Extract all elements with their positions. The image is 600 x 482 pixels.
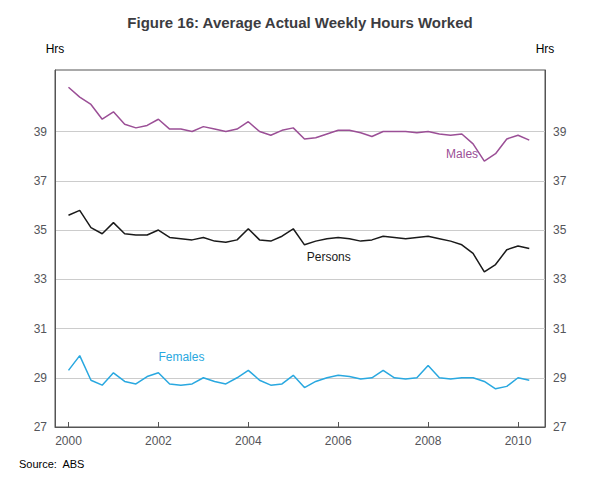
svg-text:29: 29 <box>34 371 48 385</box>
svg-text:39: 39 <box>34 125 48 139</box>
svg-text:33: 33 <box>553 272 567 286</box>
svg-text:39: 39 <box>553 125 567 139</box>
svg-text:37: 37 <box>553 174 567 188</box>
svg-text:2006: 2006 <box>325 434 352 448</box>
svg-text:2008: 2008 <box>415 434 442 448</box>
svg-text:Figure 16: Average Actual Week: Figure 16: Average Actual Weekly Hours W… <box>127 14 472 31</box>
svg-text:37: 37 <box>34 174 48 188</box>
svg-text:27: 27 <box>34 420 48 434</box>
svg-text:Hrs: Hrs <box>536 42 555 56</box>
svg-text:Males: Males <box>446 147 478 161</box>
svg-text:Source: ABS: Source: ABS <box>19 458 84 470</box>
svg-text:2004: 2004 <box>235 434 262 448</box>
svg-text:31: 31 <box>34 322 48 336</box>
svg-text:35: 35 <box>34 223 48 237</box>
svg-text:Persons: Persons <box>307 250 351 264</box>
svg-text:2000: 2000 <box>55 434 82 448</box>
svg-text:27: 27 <box>553 420 567 434</box>
svg-text:33: 33 <box>34 272 48 286</box>
svg-text:29: 29 <box>553 371 567 385</box>
svg-text:31: 31 <box>553 322 567 336</box>
svg-text:2002: 2002 <box>145 434 172 448</box>
svg-text:Females: Females <box>158 350 204 364</box>
svg-text:Hrs: Hrs <box>46 42 65 56</box>
svg-text:35: 35 <box>553 223 567 237</box>
svg-text:2010: 2010 <box>505 434 532 448</box>
